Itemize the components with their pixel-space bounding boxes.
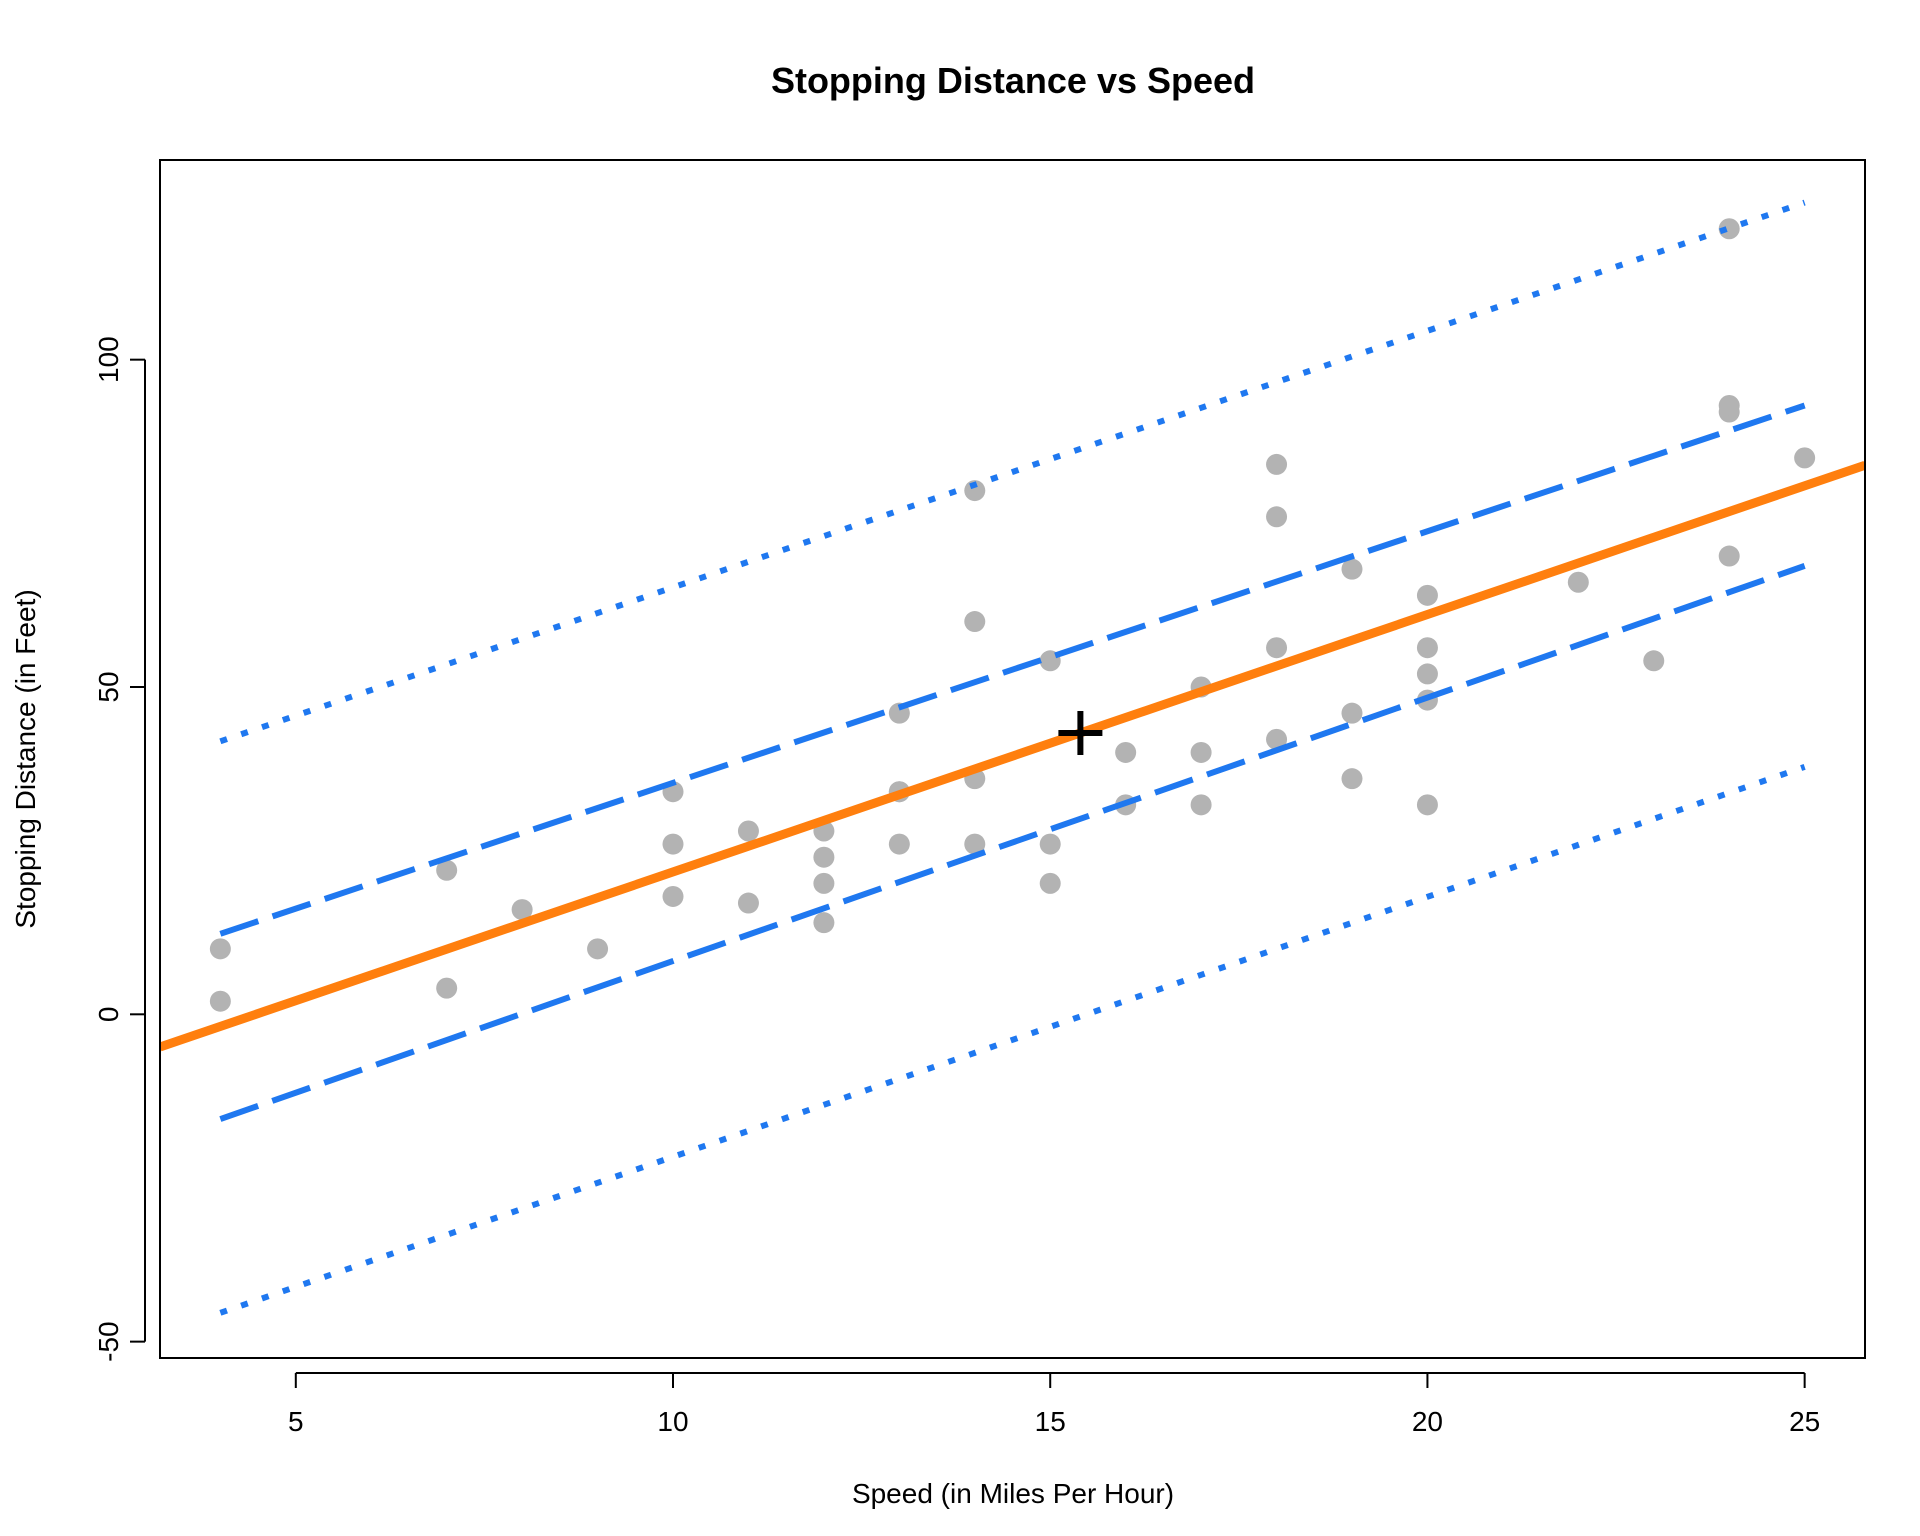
- y-tick-label: 50: [93, 671, 124, 702]
- data-point: [1718, 394, 1740, 416]
- data-point: [209, 938, 231, 960]
- mean-point-marker: [1058, 710, 1103, 755]
- data-point: [436, 859, 458, 881]
- x-tick-label: 10: [657, 1406, 688, 1437]
- data-point: [888, 833, 910, 855]
- data-point: [964, 833, 986, 855]
- data-point: [1341, 768, 1363, 790]
- data-point: [1115, 741, 1137, 763]
- data-point: [1567, 571, 1589, 593]
- data-point: [1039, 833, 1061, 855]
- data-point: [1266, 728, 1288, 750]
- data-point: [1416, 663, 1438, 685]
- data-point: [1718, 218, 1740, 240]
- data-point: [1718, 545, 1740, 567]
- data-point: [1794, 447, 1816, 469]
- y-tick-label: 0: [93, 1007, 124, 1023]
- plot-content: [160, 199, 1865, 1316]
- prediction-band-lower: [219, 764, 1806, 1316]
- plot-frame: [159, 159, 1866, 1359]
- data-point: [737, 892, 759, 914]
- data-point: [813, 872, 835, 894]
- data-point: [964, 480, 986, 502]
- chart-title: Stopping Distance vs Speed: [771, 60, 1255, 101]
- data-point: [813, 912, 835, 934]
- y-axis-label: Stopping Distance (in Feet): [10, 589, 41, 928]
- data-point: [813, 846, 835, 868]
- data-point: [209, 990, 231, 1012]
- x-tick-label: 20: [1412, 1406, 1443, 1437]
- data-point: [1416, 637, 1438, 659]
- data-point: [1266, 506, 1288, 528]
- confidence-band-lower: [219, 563, 1806, 1122]
- data-point: [1039, 872, 1061, 894]
- data-point: [511, 899, 533, 921]
- data-point: [1190, 794, 1212, 816]
- data-point: [587, 938, 609, 960]
- data-point: [1341, 702, 1363, 724]
- data-point: [1266, 637, 1288, 659]
- data-point: [1190, 741, 1212, 763]
- plot-area: [160, 199, 1865, 1316]
- y-tick-label: -50: [93, 1321, 124, 1361]
- data-point: [436, 977, 458, 999]
- x-axis: 5 10 15 20 25: [288, 1372, 1820, 1437]
- x-tick-label: 25: [1789, 1406, 1820, 1437]
- regression-line: [160, 460, 1865, 1052]
- data-point: [662, 833, 684, 855]
- confidence-band-upper: [219, 402, 1806, 937]
- data-point: [1266, 453, 1288, 475]
- data-point: [1341, 558, 1363, 580]
- x-tick-label: 5: [288, 1406, 304, 1437]
- data-point: [964, 611, 986, 633]
- data-point: [737, 820, 759, 842]
- x-axis-label: Speed (in Miles Per Hour): [852, 1478, 1174, 1509]
- data-point: [1643, 650, 1665, 672]
- y-tick-label: 100: [93, 336, 124, 383]
- data-point: [1416, 794, 1438, 816]
- y-axis: -50 0 50 100: [93, 336, 146, 1362]
- prediction-band-upper: [219, 199, 1806, 745]
- data-point: [662, 885, 684, 907]
- data-point: [1416, 584, 1438, 606]
- x-tick-label: 15: [1035, 1406, 1066, 1437]
